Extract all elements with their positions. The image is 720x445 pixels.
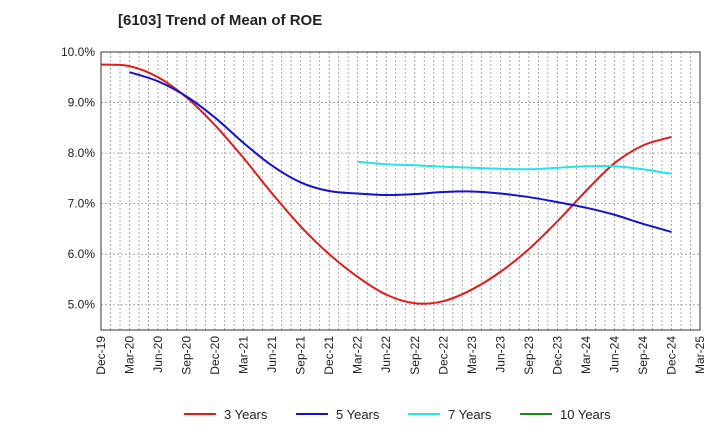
- x-tick-label: Sep-20: [180, 336, 194, 375]
- x-tick-label: Dec-19: [94, 336, 108, 375]
- y-tick-label: 10.0%: [61, 45, 95, 59]
- x-tick-label: Jun-20: [151, 336, 165, 373]
- series-line-3-years: [100, 63, 672, 305]
- y-tick-label: 5.0%: [68, 298, 96, 312]
- x-tick-label: Sep-22: [408, 336, 422, 375]
- x-tick-label: Dec-22: [436, 336, 450, 375]
- x-tick-label: Dec-21: [322, 336, 336, 375]
- x-tick-label: Mar-25: [693, 336, 707, 374]
- x-tick-label: Sep-24: [636, 336, 650, 375]
- y-tick-label: 8.0%: [68, 146, 96, 160]
- x-tick-label: Sep-21: [294, 336, 308, 375]
- x-tick-label: Mar-20: [123, 336, 137, 374]
- series-line-5-years: [129, 71, 672, 233]
- x-tick-label: Mar-23: [465, 336, 479, 374]
- y-tick-label: 7.0%: [68, 197, 96, 211]
- x-tick-label: Dec-20: [208, 336, 222, 375]
- x-tick-label: Mar-22: [351, 336, 365, 374]
- x-tick-label: Jun-21: [265, 336, 279, 373]
- chart-title: [6103] Trend of Mean of ROE: [118, 12, 323, 29]
- legend-label-5-years: 5 Years: [336, 407, 380, 422]
- x-tick-label: Jun-22: [379, 336, 393, 373]
- x-tick-label: Sep-23: [522, 336, 536, 375]
- x-tick-label: Mar-21: [237, 336, 251, 374]
- legend-label-7-years: 7 Years: [448, 407, 492, 422]
- x-tick-label: Jun-23: [493, 336, 507, 373]
- legend-label-10-years: 10 Years: [560, 407, 611, 422]
- x-tick-label: Dec-24: [664, 336, 678, 375]
- plot-border: [100, 51, 701, 331]
- x-tick-label: Mar-24: [579, 336, 593, 374]
- legend-label-3-years: 3 Years: [224, 407, 268, 422]
- x-tick-label: Jun-24: [607, 336, 621, 373]
- y-tick-label: 9.0%: [68, 96, 96, 110]
- series-line-7-years: [357, 160, 672, 175]
- x-tick-label: Dec-23: [550, 336, 564, 375]
- y-tick-label: 6.0%: [68, 247, 96, 261]
- plot-area: [101, 52, 700, 330]
